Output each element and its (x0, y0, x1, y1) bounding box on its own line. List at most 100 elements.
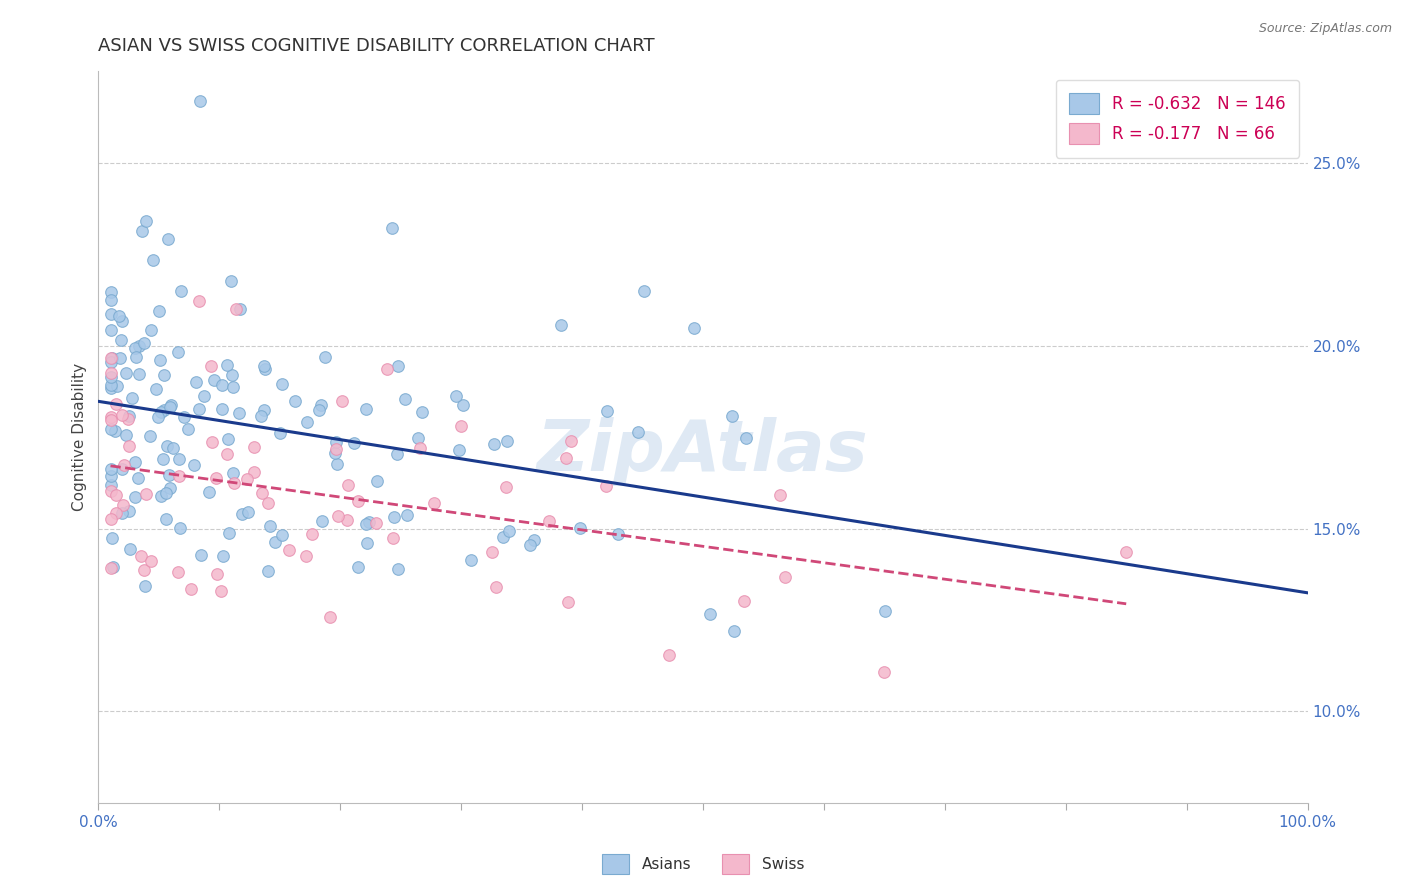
Point (606, 527, 628, 541)
Point (124, 454, 146, 468)
Point (112, 499, 135, 513)
Point (139, 323, 162, 337)
Point (108, 351, 131, 365)
Point (311, 515, 333, 529)
Point (176, 422, 198, 436)
Point (169, 520, 191, 534)
Point (387, 562, 409, 576)
Point (235, 471, 257, 485)
Point (633, 285, 655, 299)
Point (135, 486, 157, 500)
Point (100, 293, 122, 307)
Point (278, 542, 301, 557)
Point (658, 648, 681, 662)
Text: ASIAN VS SWISS COGNITIVE DISABILITY CORRELATION CHART: ASIAN VS SWISS COGNITIVE DISABILITY CORR… (98, 37, 655, 54)
Point (159, 400, 181, 414)
Point (217, 447, 239, 461)
Legend: Asians, Swiss: Asians, Swiss (596, 848, 810, 880)
Point (157, 467, 180, 482)
Point (100, 422, 122, 436)
Point (198, 485, 221, 500)
Point (271, 527, 294, 541)
Point (105, 397, 128, 411)
Point (381, 531, 404, 545)
Point (682, 321, 704, 335)
Point (769, 488, 792, 502)
Point (366, 516, 388, 531)
Point (873, 604, 896, 618)
Point (269, 425, 291, 440)
Point (167, 344, 190, 359)
Point (319, 610, 342, 624)
Point (108, 309, 131, 323)
Point (411, 405, 433, 419)
Point (408, 442, 430, 456)
Point (328, 509, 350, 524)
Point (127, 471, 149, 485)
Point (382, 510, 405, 524)
Point (557, 595, 579, 609)
Point (153, 368, 176, 382)
Point (101, 560, 124, 574)
Point (323, 446, 346, 460)
Point (250, 409, 273, 423)
Point (219, 274, 242, 288)
Point (201, 434, 224, 449)
Point (105, 488, 128, 502)
Point (117, 412, 139, 426)
Point (449, 442, 471, 457)
Point (100, 322, 122, 336)
Point (211, 378, 233, 392)
Point (150, 489, 173, 503)
Point (387, 447, 409, 461)
Point (301, 527, 323, 541)
Point (100, 351, 122, 365)
Point (148, 304, 170, 318)
Point (259, 518, 281, 533)
Point (152, 452, 174, 467)
Point (100, 469, 122, 483)
Point (256, 496, 278, 510)
Point (100, 285, 122, 299)
Point (231, 507, 253, 521)
Point (100, 413, 122, 427)
Point (444, 388, 467, 402)
Point (100, 378, 122, 392)
Point (450, 419, 472, 434)
Point (111, 408, 134, 422)
Point (131, 549, 153, 564)
Point (326, 457, 349, 471)
Point (209, 584, 232, 599)
Point (124, 490, 146, 504)
Point (423, 496, 446, 510)
Point (156, 232, 179, 246)
Point (250, 486, 273, 500)
Point (139, 554, 162, 568)
Legend: R = -0.632   N = 146, R = -0.177   N = 66: R = -0.632 N = 146, R = -0.177 N = 66 (1056, 79, 1299, 158)
Point (264, 535, 287, 549)
Point (523, 533, 546, 548)
Point (211, 401, 233, 416)
Point (734, 431, 756, 445)
Point (212, 549, 235, 564)
Point (134, 562, 156, 576)
Point (100, 410, 122, 425)
Point (496, 434, 519, 448)
Point (222, 476, 245, 491)
Point (330, 393, 353, 408)
Point (336, 513, 359, 527)
Point (568, 521, 591, 535)
Point (183, 458, 205, 472)
Point (118, 504, 141, 518)
Point (202, 373, 225, 387)
Point (294, 549, 316, 563)
Point (200, 359, 222, 373)
Point (309, 398, 332, 412)
Point (207, 567, 229, 582)
Point (153, 403, 176, 417)
Point (110, 313, 132, 327)
Point (110, 506, 132, 520)
Point (357, 515, 380, 529)
Point (222, 466, 245, 480)
Point (100, 483, 122, 498)
